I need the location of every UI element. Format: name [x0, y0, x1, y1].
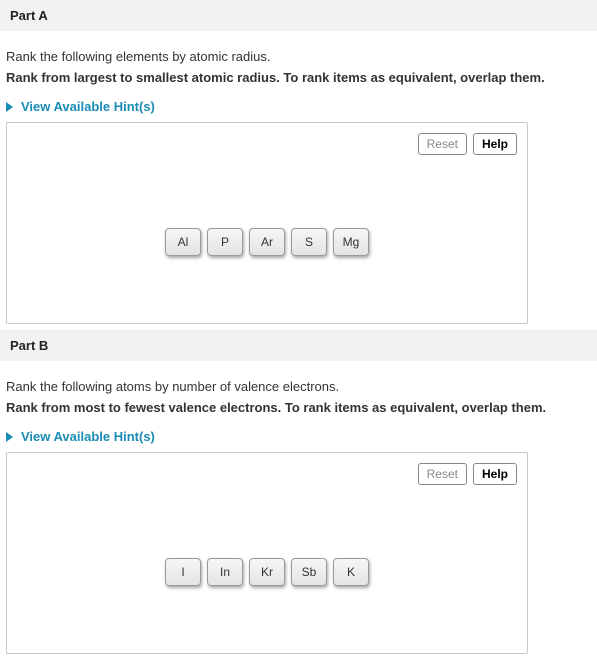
- part-a-tile-area: Al P Ar S Mg: [7, 228, 527, 256]
- reset-button[interactable]: Reset: [418, 133, 467, 155]
- triangle-right-icon: [6, 102, 13, 112]
- part-a-header: Part A: [0, 0, 597, 31]
- reset-button[interactable]: Reset: [418, 463, 467, 485]
- part-a-hints-label: View Available Hint(s): [21, 99, 155, 114]
- rank-tile[interactable]: Kr: [249, 558, 285, 586]
- part-b-header: Part B: [0, 330, 597, 361]
- triangle-right-icon: [6, 432, 13, 442]
- part-a-title: Part A: [10, 8, 48, 23]
- rank-tile[interactable]: Ar: [249, 228, 285, 256]
- help-button[interactable]: Help: [473, 463, 517, 485]
- rank-tile[interactable]: K: [333, 558, 369, 586]
- part-b-instruction-bold: Rank from most to fewest valence electro…: [6, 400, 591, 415]
- rank-tile[interactable]: In: [207, 558, 243, 586]
- part-b-instruction: Rank the following atoms by number of va…: [6, 379, 591, 394]
- part-a-body: Rank the following elements by atomic ra…: [0, 31, 597, 324]
- part-b-tile-area: I In Kr Sb K: [7, 558, 527, 586]
- part-b-button-row: Reset Help: [418, 463, 517, 485]
- part-b-body: Rank the following atoms by number of va…: [0, 361, 597, 654]
- part-a-instruction-bold: Rank from largest to smallest atomic rad…: [6, 70, 591, 85]
- part-a-rank-box: Reset Help Al P Ar S Mg: [6, 122, 528, 324]
- rank-tile[interactable]: Al: [165, 228, 201, 256]
- rank-tile[interactable]: Sb: [291, 558, 327, 586]
- rank-tile[interactable]: Mg: [333, 228, 369, 256]
- part-a-button-row: Reset Help: [418, 133, 517, 155]
- rank-tile[interactable]: P: [207, 228, 243, 256]
- rank-tile[interactable]: S: [291, 228, 327, 256]
- part-a-hints-toggle[interactable]: View Available Hint(s): [6, 99, 591, 114]
- part-a-instruction: Rank the following elements by atomic ra…: [6, 49, 591, 64]
- part-b-hints-toggle[interactable]: View Available Hint(s): [6, 429, 591, 444]
- part-b-hints-label: View Available Hint(s): [21, 429, 155, 444]
- part-b-rank-box: Reset Help I In Kr Sb K: [6, 452, 528, 654]
- part-b-title: Part B: [10, 338, 48, 353]
- help-button[interactable]: Help: [473, 133, 517, 155]
- rank-tile[interactable]: I: [165, 558, 201, 586]
